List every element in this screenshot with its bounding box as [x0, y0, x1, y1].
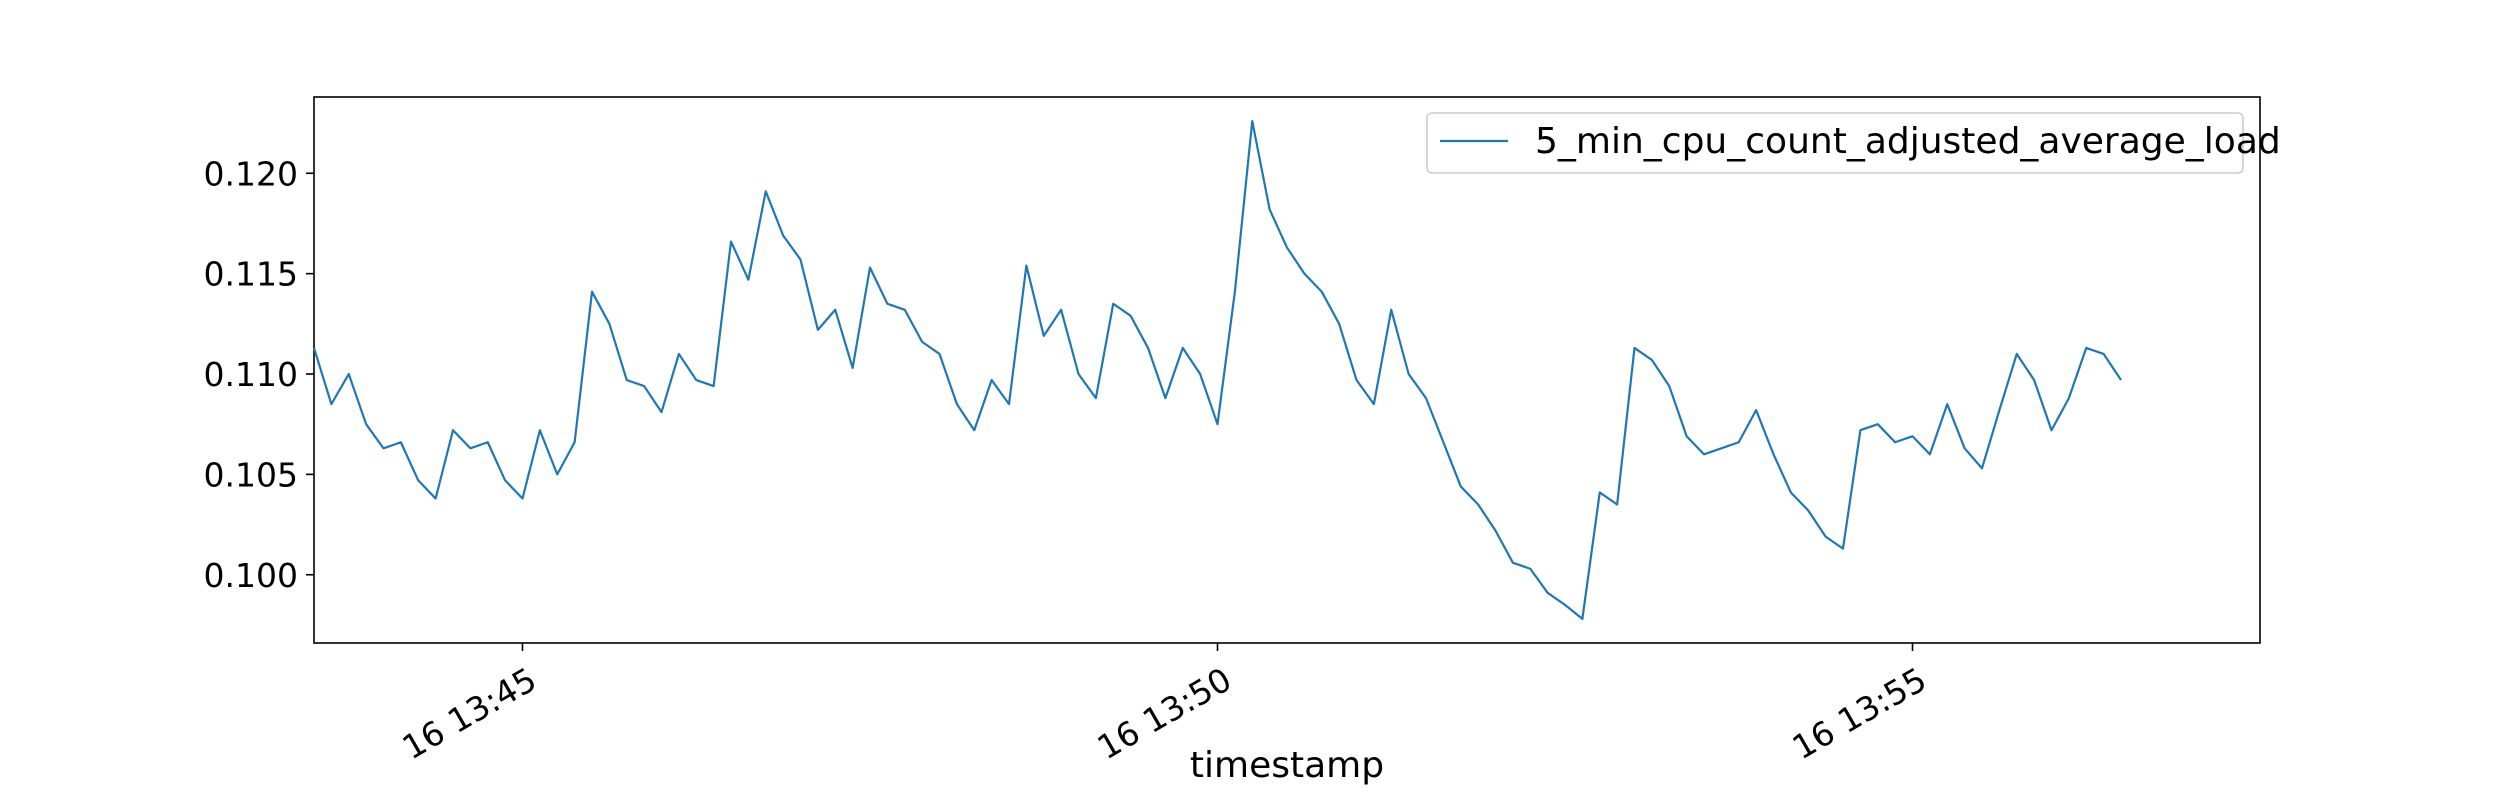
y-tick-label: 0.110 — [204, 355, 298, 394]
legend: 5_min_cpu_count_adjusted_average_load — [1426, 112, 2281, 174]
y-tick-label: 0.120 — [204, 154, 298, 193]
series-layer — [312, 119, 2122, 621]
y-tick-label: 0.115 — [204, 255, 298, 294]
y-tick-label: 0.100 — [204, 556, 298, 595]
y-axis: 0.100 0.105 0.110 0.115 0.120 — [204, 154, 314, 595]
x-axis: 16 13:45 16 13:50 16 13:55 — [396, 643, 1933, 767]
x-axis-label: timestamp — [1190, 745, 1384, 786]
y-tick-label: 0.105 — [204, 455, 298, 494]
x-tick-label: 16 13:45 — [396, 660, 543, 768]
legend-label: 5_min_cpu_count_adjusted_average_load — [1535, 121, 2281, 162]
legend-box — [1426, 112, 2244, 174]
plot-area — [313, 96, 2261, 644]
series-line — [312, 119, 2122, 621]
plot-frame — [313, 96, 2261, 644]
x-tick-label: 16 13:55 — [1786, 660, 1933, 768]
